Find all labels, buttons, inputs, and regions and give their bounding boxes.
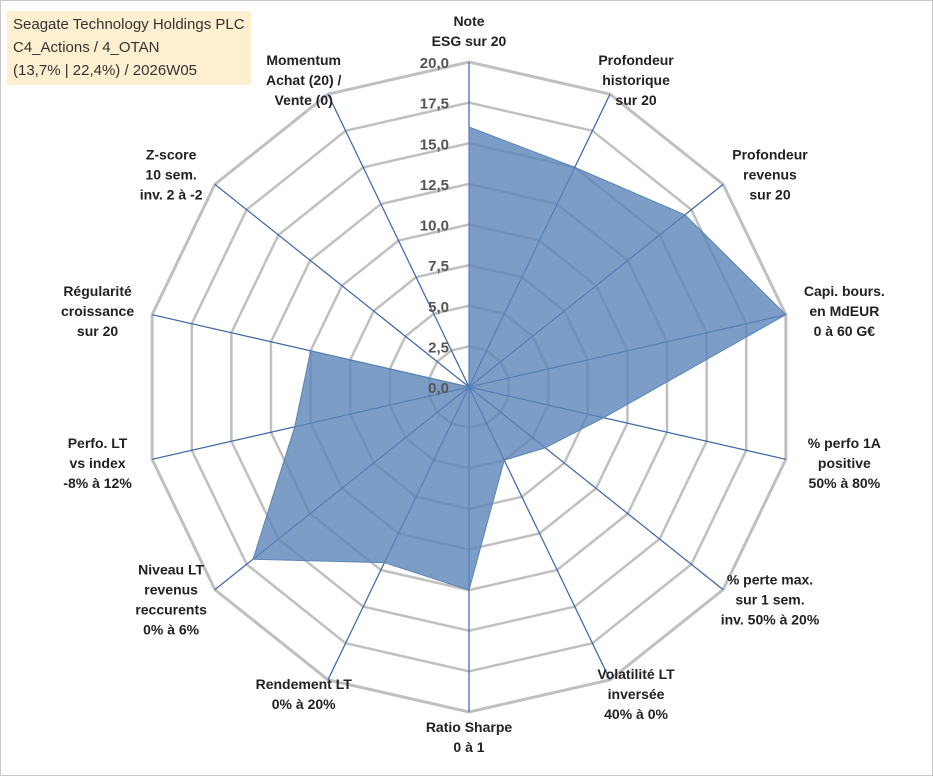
axis-label: Profondeur historique sur 20 (598, 52, 674, 108)
axis-label: Niveau LT revenus reccurents 0% à 6% (135, 562, 207, 638)
tick-label: 7,5 (428, 258, 449, 275)
axis-label: Z-score 10 sem. inv. 2 à -2 (140, 146, 203, 202)
axis-label: % perte max. sur 1 sem. inv. 50% à 20% (721, 572, 820, 628)
tick-label: 5,0 (428, 299, 449, 316)
tick-label: 0,0 (428, 380, 449, 397)
axis-label: % perfo 1A positive 50% à 80% (808, 435, 881, 491)
tick-label: 2,5 (428, 339, 449, 356)
radar-series (252, 126, 787, 591)
tick-label: 17,5 (420, 96, 449, 113)
chart-title-category: C4_Actions / 4_OTAN (13, 39, 160, 56)
tick-label: 15,0 (420, 136, 449, 153)
axis-spoke (327, 93, 470, 388)
tick-label: 12,5 (420, 177, 449, 194)
radar-tick-labels: 0,0 2,5 5,0 7,5 10,0 12,5 15,0 17,5 20,0 (420, 55, 449, 397)
axis-spoke (214, 183, 470, 388)
chart-title-company: Seagate Technology Holdings PLC (13, 16, 245, 33)
axis-label: Volatilité LT inversée 40% à 0% (597, 666, 675, 722)
axis-label: Profondeur revenus sur 20 (732, 146, 808, 202)
axis-label: Note ESG sur 20 (432, 13, 507, 49)
axis-label: Perfo. LT vs index -8% à 12% (63, 435, 132, 491)
radar-axis-labels: Note ESG sur 20 Profondeur historique sur 20… (61, 13, 885, 755)
axis-label: Momentum Achat (20) / Vente (0) (266, 52, 342, 108)
axis-label: Rendement LT 0% à 20% (256, 676, 353, 712)
series-area (252, 126, 787, 591)
axis-label: Capi. bours. en MdEUR 0 à 60 G€ (804, 283, 885, 339)
tick-label: 20,0 (420, 55, 449, 72)
axis-label: Régularité croissance sur 20 (61, 283, 134, 339)
chart-title-box: Seagate Technology Holdings PLC C4_Actio… (7, 11, 251, 85)
tick-label: 10,0 (420, 218, 449, 235)
chart-title-stats: (13,7% | 22,4%) / 2026W05 (13, 62, 197, 79)
axis-label: Ratio Sharpe 0 à 1 (426, 719, 513, 755)
